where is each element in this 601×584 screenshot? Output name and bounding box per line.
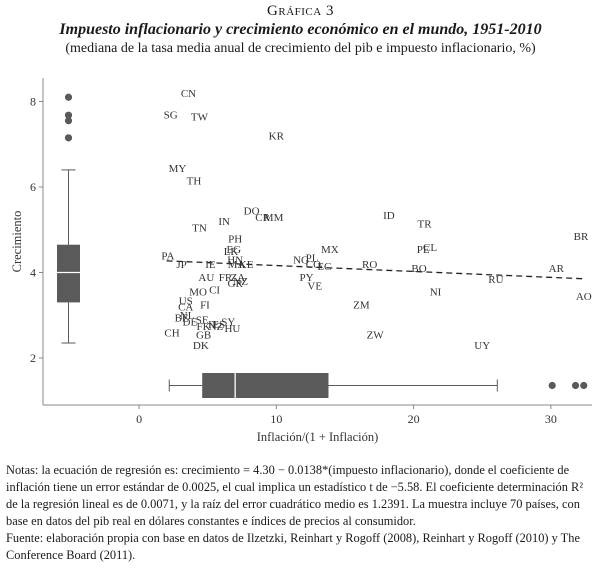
- point-label-ng: NG: [293, 255, 309, 267]
- point-label-cn: CN: [181, 88, 196, 100]
- box-y-outlier: [64, 111, 73, 119]
- point-label-hu: HU: [224, 323, 240, 335]
- point-label-jp: JP: [176, 259, 186, 271]
- point-label-th: TH: [187, 176, 202, 188]
- chart-axes: 2 4 6 8 0 10 20 30 Inflación/(1 + Inflación) Crec…: [10, 78, 592, 444]
- point-label-tn: TN: [192, 223, 207, 235]
- point-label-dk: DK: [193, 340, 209, 352]
- figure-title: Impuesto inflacionario y crecimiento eco…: [59, 21, 542, 38]
- point-label-mm: MM: [264, 212, 284, 224]
- point-label-eg: EG: [226, 244, 241, 256]
- point-label-cr: CR: [255, 212, 270, 224]
- x-tick-label: 20: [408, 412, 420, 426]
- point-label-lk: LK: [224, 246, 239, 258]
- figure-label: Gráfica 3: [267, 3, 334, 19]
- point-label-kr: KR: [269, 131, 285, 143]
- point-label-nl: NL: [180, 310, 195, 322]
- point-label-nz: NZ: [233, 276, 248, 288]
- point-label-ao: AO: [576, 291, 592, 303]
- point-label-ec: EC: [317, 261, 331, 273]
- point-label-se: SE: [196, 315, 209, 327]
- point-label-pe: PE: [417, 244, 430, 256]
- point-label-zw: ZW: [367, 329, 385, 341]
- point-label-uy: UY: [474, 340, 490, 352]
- point-label-co: CO: [306, 259, 321, 271]
- point-label-ke: KE: [239, 259, 254, 271]
- point-label-mx: MX: [321, 244, 339, 256]
- point-label-sy: SY: [221, 317, 235, 329]
- point-label-mo: MO: [189, 287, 207, 299]
- point-label-tw: TW: [191, 111, 209, 123]
- x-tick-label: 10: [270, 412, 282, 426]
- point-label-nz: NZ: [209, 321, 224, 333]
- point-label-id: ID: [383, 210, 395, 222]
- notes-text: Notas: la ecuación de regresión es: crec…: [6, 463, 584, 528]
- scatter-chart: 2 4 6 8 0 10 20 30 Inflación/(1 + Inflación) Crec…: [10, 78, 592, 444]
- y-axis-label: Crecimiento: [10, 211, 24, 273]
- y-tick-label: 6: [30, 180, 36, 194]
- point-label-ca: CA: [178, 302, 193, 314]
- point-label-hn: HN: [227, 255, 243, 267]
- point-label-gb: GB: [196, 329, 211, 341]
- point-label-fk: FK: [197, 321, 211, 333]
- point-label-br: BR: [574, 231, 589, 243]
- point-label-pa: PA: [161, 250, 174, 262]
- box-x-body: [202, 373, 329, 398]
- point-label-ar: AR: [549, 263, 565, 275]
- y-tick-label: 4: [30, 265, 36, 279]
- point-label-au: AU: [198, 272, 214, 284]
- box-x-outlier: [571, 381, 580, 390]
- y-tick-label: 2: [30, 351, 36, 365]
- point-label-ie: IE: [205, 259, 216, 271]
- box-x-outlier: [548, 381, 556, 390]
- point-label-ch: CH: [164, 327, 179, 339]
- point-label-fi: FI: [200, 300, 210, 312]
- source-text: Fuente: elaboración propia con base en d…: [6, 531, 580, 562]
- figure-header: Gráfica 3 Impuesto inflacionario y creci…: [0, 2, 601, 58]
- x-tick-label: 0: [136, 412, 142, 426]
- point-label-tr: TR: [418, 218, 433, 230]
- box-x-outlier: [580, 381, 588, 390]
- point-label-ni: NI: [430, 287, 442, 299]
- box-y-outlier: [64, 93, 73, 101]
- box-y-outlier: [64, 134, 73, 142]
- point-label-us: US: [179, 295, 193, 307]
- point-label-zm: ZM: [353, 300, 370, 312]
- x-tick-label: 30: [545, 412, 557, 426]
- point-label-it: IT: [208, 319, 219, 331]
- box-y-body: [57, 244, 80, 303]
- x-axis-label: Inflación/(1 + Inflación): [257, 430, 379, 444]
- y-tick-label: 8: [30, 95, 36, 109]
- point-label-fr: FR: [219, 272, 233, 284]
- point-label-es: ES: [212, 319, 225, 331]
- box-y-outlier: [64, 117, 73, 125]
- figure-subtitle: (mediana de la tasa media anual de creci…: [65, 41, 536, 56]
- boxplot-layer: [57, 93, 588, 398]
- point-label-sg: SG: [164, 109, 178, 121]
- figure-notes: Notas: la ecuación de regresión es: crec…: [6, 462, 594, 564]
- point-label-py: PY: [299, 272, 313, 284]
- point-label-pl: PL: [306, 253, 319, 265]
- point-label-do: DO: [244, 206, 260, 218]
- point-label-ru: RU: [488, 274, 503, 286]
- point-label-ci: CI: [209, 285, 220, 297]
- point-label-bo: BO: [411, 263, 426, 275]
- point-label-za: ZA: [231, 272, 246, 284]
- point-label-ro: RO: [362, 259, 377, 271]
- point-label-ve: VE: [307, 280, 322, 292]
- point-label-ma: MA: [228, 259, 246, 271]
- point-label-cl: CL: [423, 242, 437, 254]
- point-label-de: DE: [183, 317, 198, 329]
- point-label-my: MY: [169, 163, 187, 175]
- point-label-gr: GR: [228, 278, 244, 290]
- point-label-ph: PH: [228, 233, 242, 245]
- point-label-in: IN: [218, 216, 230, 228]
- point-label-be: BE: [175, 312, 189, 324]
